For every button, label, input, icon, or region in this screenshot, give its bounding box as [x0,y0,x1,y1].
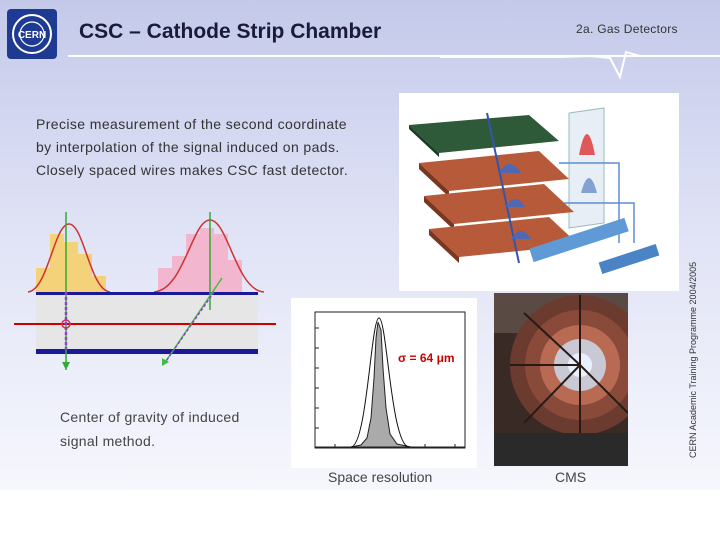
vertical-side-text: CERN Academic Training Programme 2004/20… [688,261,698,458]
chamber-illustration [399,93,679,291]
cms-caption: CMS [555,469,587,485]
sigma-label: σ = 64 μm [396,351,457,365]
section-label: 2a. Gas Detectors [576,22,678,36]
cms-photo [494,293,628,466]
cern-logo: CERN [7,9,57,59]
body-line: Precise measurement of the second coordi… [36,116,347,132]
body-line: Closely spaced wires makes CSC fast dete… [36,162,349,178]
body-line: by interpolation of the signal induced o… [36,139,340,155]
cog-diagram [14,212,276,370]
cog-caption-line: Center of gravity of induced [60,409,240,425]
header-divider [68,55,720,57]
body-text: Precise measurement of the second coordi… [36,113,348,182]
resolution-plot [291,298,477,468]
plot-caption: Space resolution [328,469,433,485]
cog-caption: Center of gravity of induced signal meth… [60,405,240,453]
cog-caption-line: signal method. [60,433,156,449]
page-title: CSC – Cathode Strip Chamber [79,20,382,43]
logo-text: CERN [18,30,46,41]
decorative-wave [440,50,720,80]
